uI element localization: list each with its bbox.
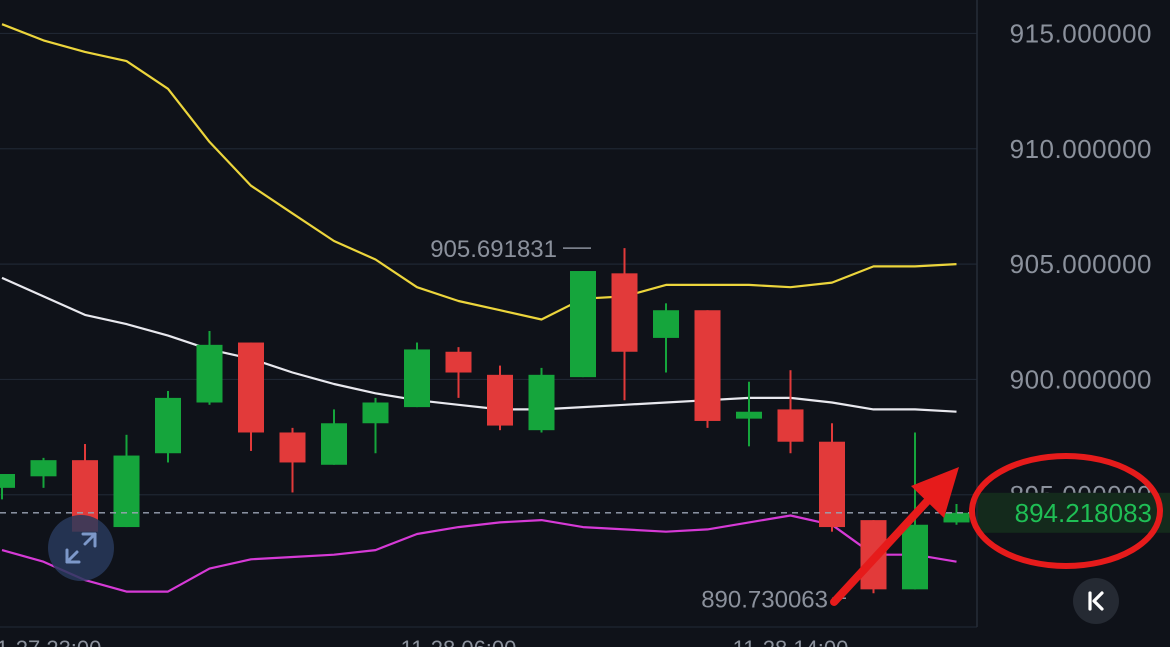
high-price-label: 905.691831 xyxy=(430,236,557,263)
price-tick-label: 910.000000 xyxy=(1010,134,1152,164)
candle-body xyxy=(404,349,430,408)
expand-icon xyxy=(65,532,97,564)
candle xyxy=(279,427,306,493)
candle xyxy=(238,342,264,451)
price-tick-label: 915.000000 xyxy=(1010,18,1152,48)
candle-body xyxy=(155,397,181,454)
scroll-to-latest-button[interactable] xyxy=(1073,578,1119,624)
candle xyxy=(362,397,389,454)
time-tick-label: 11-28 14:00 xyxy=(733,636,849,647)
candles xyxy=(0,248,970,594)
bollinger-bands xyxy=(1,23,957,593)
arrow-shaft xyxy=(830,492,936,606)
candle-body xyxy=(30,460,57,477)
candle xyxy=(653,303,679,373)
last-price-label: 894.218083 xyxy=(1015,498,1152,528)
candle xyxy=(321,409,347,465)
candle-body xyxy=(570,271,596,378)
candle-body xyxy=(445,351,472,373)
candle xyxy=(196,330,223,405)
candle-body xyxy=(943,512,970,523)
candle-body xyxy=(528,374,555,431)
candle-body xyxy=(694,310,721,421)
time-tick-label: 11-27 23:00 xyxy=(0,636,101,647)
lower-band-line xyxy=(1,514,957,593)
price-tick-label: 905.000000 xyxy=(1010,249,1152,279)
candle xyxy=(30,457,57,488)
candle xyxy=(736,381,762,447)
price-tick-label: 900.000000 xyxy=(1010,364,1152,394)
expand-chart-button[interactable] xyxy=(48,515,114,581)
skip-to-end-icon xyxy=(1088,591,1104,611)
extreme-markers: 905.691831 890.730063 xyxy=(430,236,846,613)
candle-body xyxy=(0,474,15,488)
candle-body xyxy=(736,411,762,419)
candle-body xyxy=(653,310,679,338)
candle xyxy=(404,342,430,408)
candle xyxy=(155,390,181,463)
low-price-label: 890.730063 xyxy=(701,586,828,613)
candle-body xyxy=(113,455,140,528)
candle-body xyxy=(321,423,347,465)
last-price-tag: 894.218083 xyxy=(0,492,1170,533)
candle-body xyxy=(777,409,804,442)
candle-body xyxy=(238,342,264,433)
arrow-head xyxy=(911,467,959,518)
candle-body xyxy=(902,524,928,590)
candle-body xyxy=(362,402,389,424)
candle xyxy=(694,310,721,428)
candle-body xyxy=(487,374,513,426)
candle xyxy=(777,370,804,454)
candle xyxy=(570,271,596,378)
candle xyxy=(113,434,140,528)
middle-band-line xyxy=(1,276,957,413)
candle xyxy=(445,347,472,398)
candle xyxy=(528,367,555,433)
candle-body xyxy=(279,432,306,463)
candle xyxy=(943,503,970,525)
candle xyxy=(487,365,513,431)
candle xyxy=(611,248,638,401)
candle xyxy=(0,474,15,500)
time-tick-label: 11-28 06:00 xyxy=(401,636,517,647)
candle-body xyxy=(611,273,638,352)
highlight-ellipse xyxy=(969,453,1163,569)
upper-band-line xyxy=(1,23,957,321)
candle-body xyxy=(819,441,845,528)
candle-body xyxy=(196,344,223,403)
red-annotation xyxy=(830,453,1163,606)
time-axis: 11-27 23:00 11-28 06:00 11-28 14:00 xyxy=(0,636,848,647)
last-price-tag-bg xyxy=(978,492,1170,533)
